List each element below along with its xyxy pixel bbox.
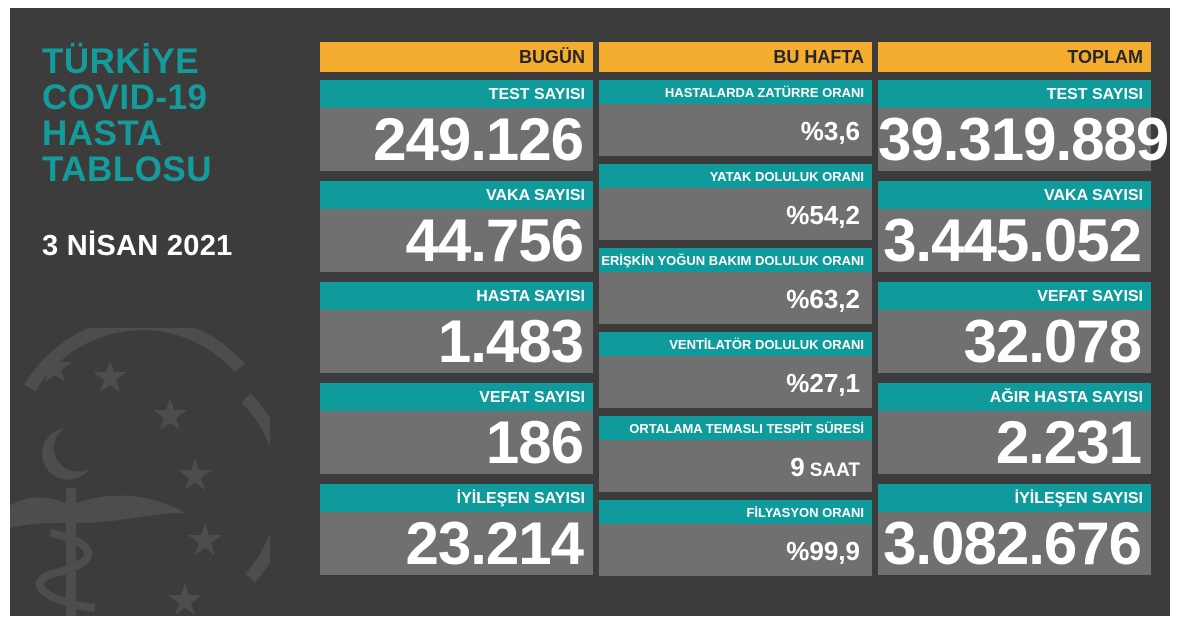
- week-filiation-card: FİLYASYON ORANI %99,9: [599, 500, 872, 576]
- page-title: TÜRKİYE COVID-19 HASTA TABLOSU: [42, 44, 212, 188]
- card-label: HASTA SAYISI: [320, 282, 593, 310]
- today-test-card: TEST SAYISI 249.126: [320, 80, 593, 172]
- card-label: FİLYASYON ORANI: [599, 500, 872, 524]
- title-line: HASTA: [42, 114, 163, 153]
- card-label: AĞIR HASTA SAYISI: [878, 383, 1151, 411]
- card-label: VEFAT SAYISI: [320, 383, 593, 411]
- card-value: 3.445.052: [878, 209, 1151, 273]
- total-death-card: VEFAT SAYISI 32.078: [878, 282, 1151, 374]
- card-value: 249.126: [320, 108, 593, 172]
- today-patient-card: HASTA SAYISI 1.483: [320, 282, 593, 374]
- card-value: %99,9: [599, 524, 872, 576]
- card-value: 23.214: [320, 512, 593, 576]
- value-unit: SAAT: [809, 460, 860, 481]
- card-value: 186: [320, 411, 593, 475]
- today-column: BUGÜN TEST SAYISI 249.126 VAKA SAYISI 44…: [320, 42, 593, 576]
- week-pneumonia-card: HASTALARDA ZATÜRRE ORANI %3,6: [599, 80, 872, 156]
- today-case-card: VAKA SAYISI 44.756: [320, 181, 593, 273]
- title-line: TABLOSU: [42, 150, 213, 189]
- card-value: %54,2: [599, 188, 872, 240]
- card-label: VEFAT SAYISI: [878, 282, 1151, 310]
- covid-board: TÜRKİYE COVID-19 HASTA TABLOSU 3 NİSAN 2…: [10, 8, 1170, 616]
- total-critical-card: AĞIR HASTA SAYISI 2.231: [878, 383, 1151, 475]
- value-number: 9: [790, 452, 805, 482]
- card-label: YATAK DOLULUK ORANI: [599, 164, 872, 188]
- week-bed-card: YATAK DOLULUK ORANI %54,2: [599, 164, 872, 240]
- card-value: 44.756: [320, 209, 593, 273]
- title-line: COVID-19: [42, 78, 208, 117]
- today-recovered-card: İYİLEŞEN SAYISI 23.214: [320, 484, 593, 576]
- week-contact-card: ORTALAMA TEMASLI TESPİT SÜRESİ 9 SAAT: [599, 416, 872, 492]
- week-column: BU HAFTA HASTALARDA ZATÜRRE ORANI %3,6 Y…: [599, 42, 872, 576]
- card-label: HASTALARDA ZATÜRRE ORANI: [599, 80, 872, 104]
- total-recovered-card: İYİLEŞEN SAYISI 3.082.676: [878, 484, 1151, 576]
- card-label: İYİLEŞEN SAYISI: [320, 484, 593, 512]
- card-label: TEST SAYISI: [320, 80, 593, 108]
- card-value: %63,2: [599, 272, 872, 324]
- total-heading: TOPLAM: [878, 42, 1151, 72]
- total-test-card: TEST SAYISI 39.319.889: [878, 80, 1169, 173]
- card-label: ERİŞKİN YOĞUN BAKIM DOLULUK ORANI: [599, 248, 872, 272]
- card-label: TEST SAYISI: [878, 80, 1151, 108]
- card-value: 32.078: [878, 310, 1151, 374]
- title-line: TÜRKİYE: [42, 42, 200, 81]
- card-label: ORTALAMA TEMASLI TESPİT SÜRESİ: [599, 416, 872, 440]
- week-icu-card: ERİŞKİN YOĞUN BAKIM DOLULUK ORANI %63,2: [599, 248, 872, 324]
- total-case-card: VAKA SAYISI 3.445.052: [878, 181, 1151, 273]
- card-value: 1.483: [320, 310, 593, 374]
- card-value: 2.231: [878, 411, 1151, 475]
- total-column: TOPLAM TEST SAYISI 39.319.889 VAKA SAYIS…: [878, 42, 1169, 576]
- today-heading: BUGÜN: [320, 42, 593, 72]
- card-value: 3.082.676: [878, 512, 1151, 576]
- card-value: 39.319.889: [878, 106, 1169, 173]
- week-heading: BU HAFTA: [599, 42, 872, 72]
- card-value: %3,6: [599, 104, 872, 156]
- today-death-card: VEFAT SAYISI 186: [320, 383, 593, 475]
- ministry-emblem-icon: [10, 328, 270, 616]
- card-value: 9 SAAT: [599, 440, 872, 492]
- card-label: VENTİLATÖR DOLULUK ORANI: [599, 332, 872, 356]
- card-label: VAKA SAYISI: [320, 181, 593, 209]
- card-label: İYİLEŞEN SAYISI: [878, 484, 1151, 512]
- card-label: VAKA SAYISI: [878, 181, 1151, 209]
- card-value: %27,1: [599, 356, 872, 408]
- week-ventilator-card: VENTİLATÖR DOLULUK ORANI %27,1: [599, 332, 872, 408]
- report-date: 3 NİSAN 2021: [42, 230, 233, 262]
